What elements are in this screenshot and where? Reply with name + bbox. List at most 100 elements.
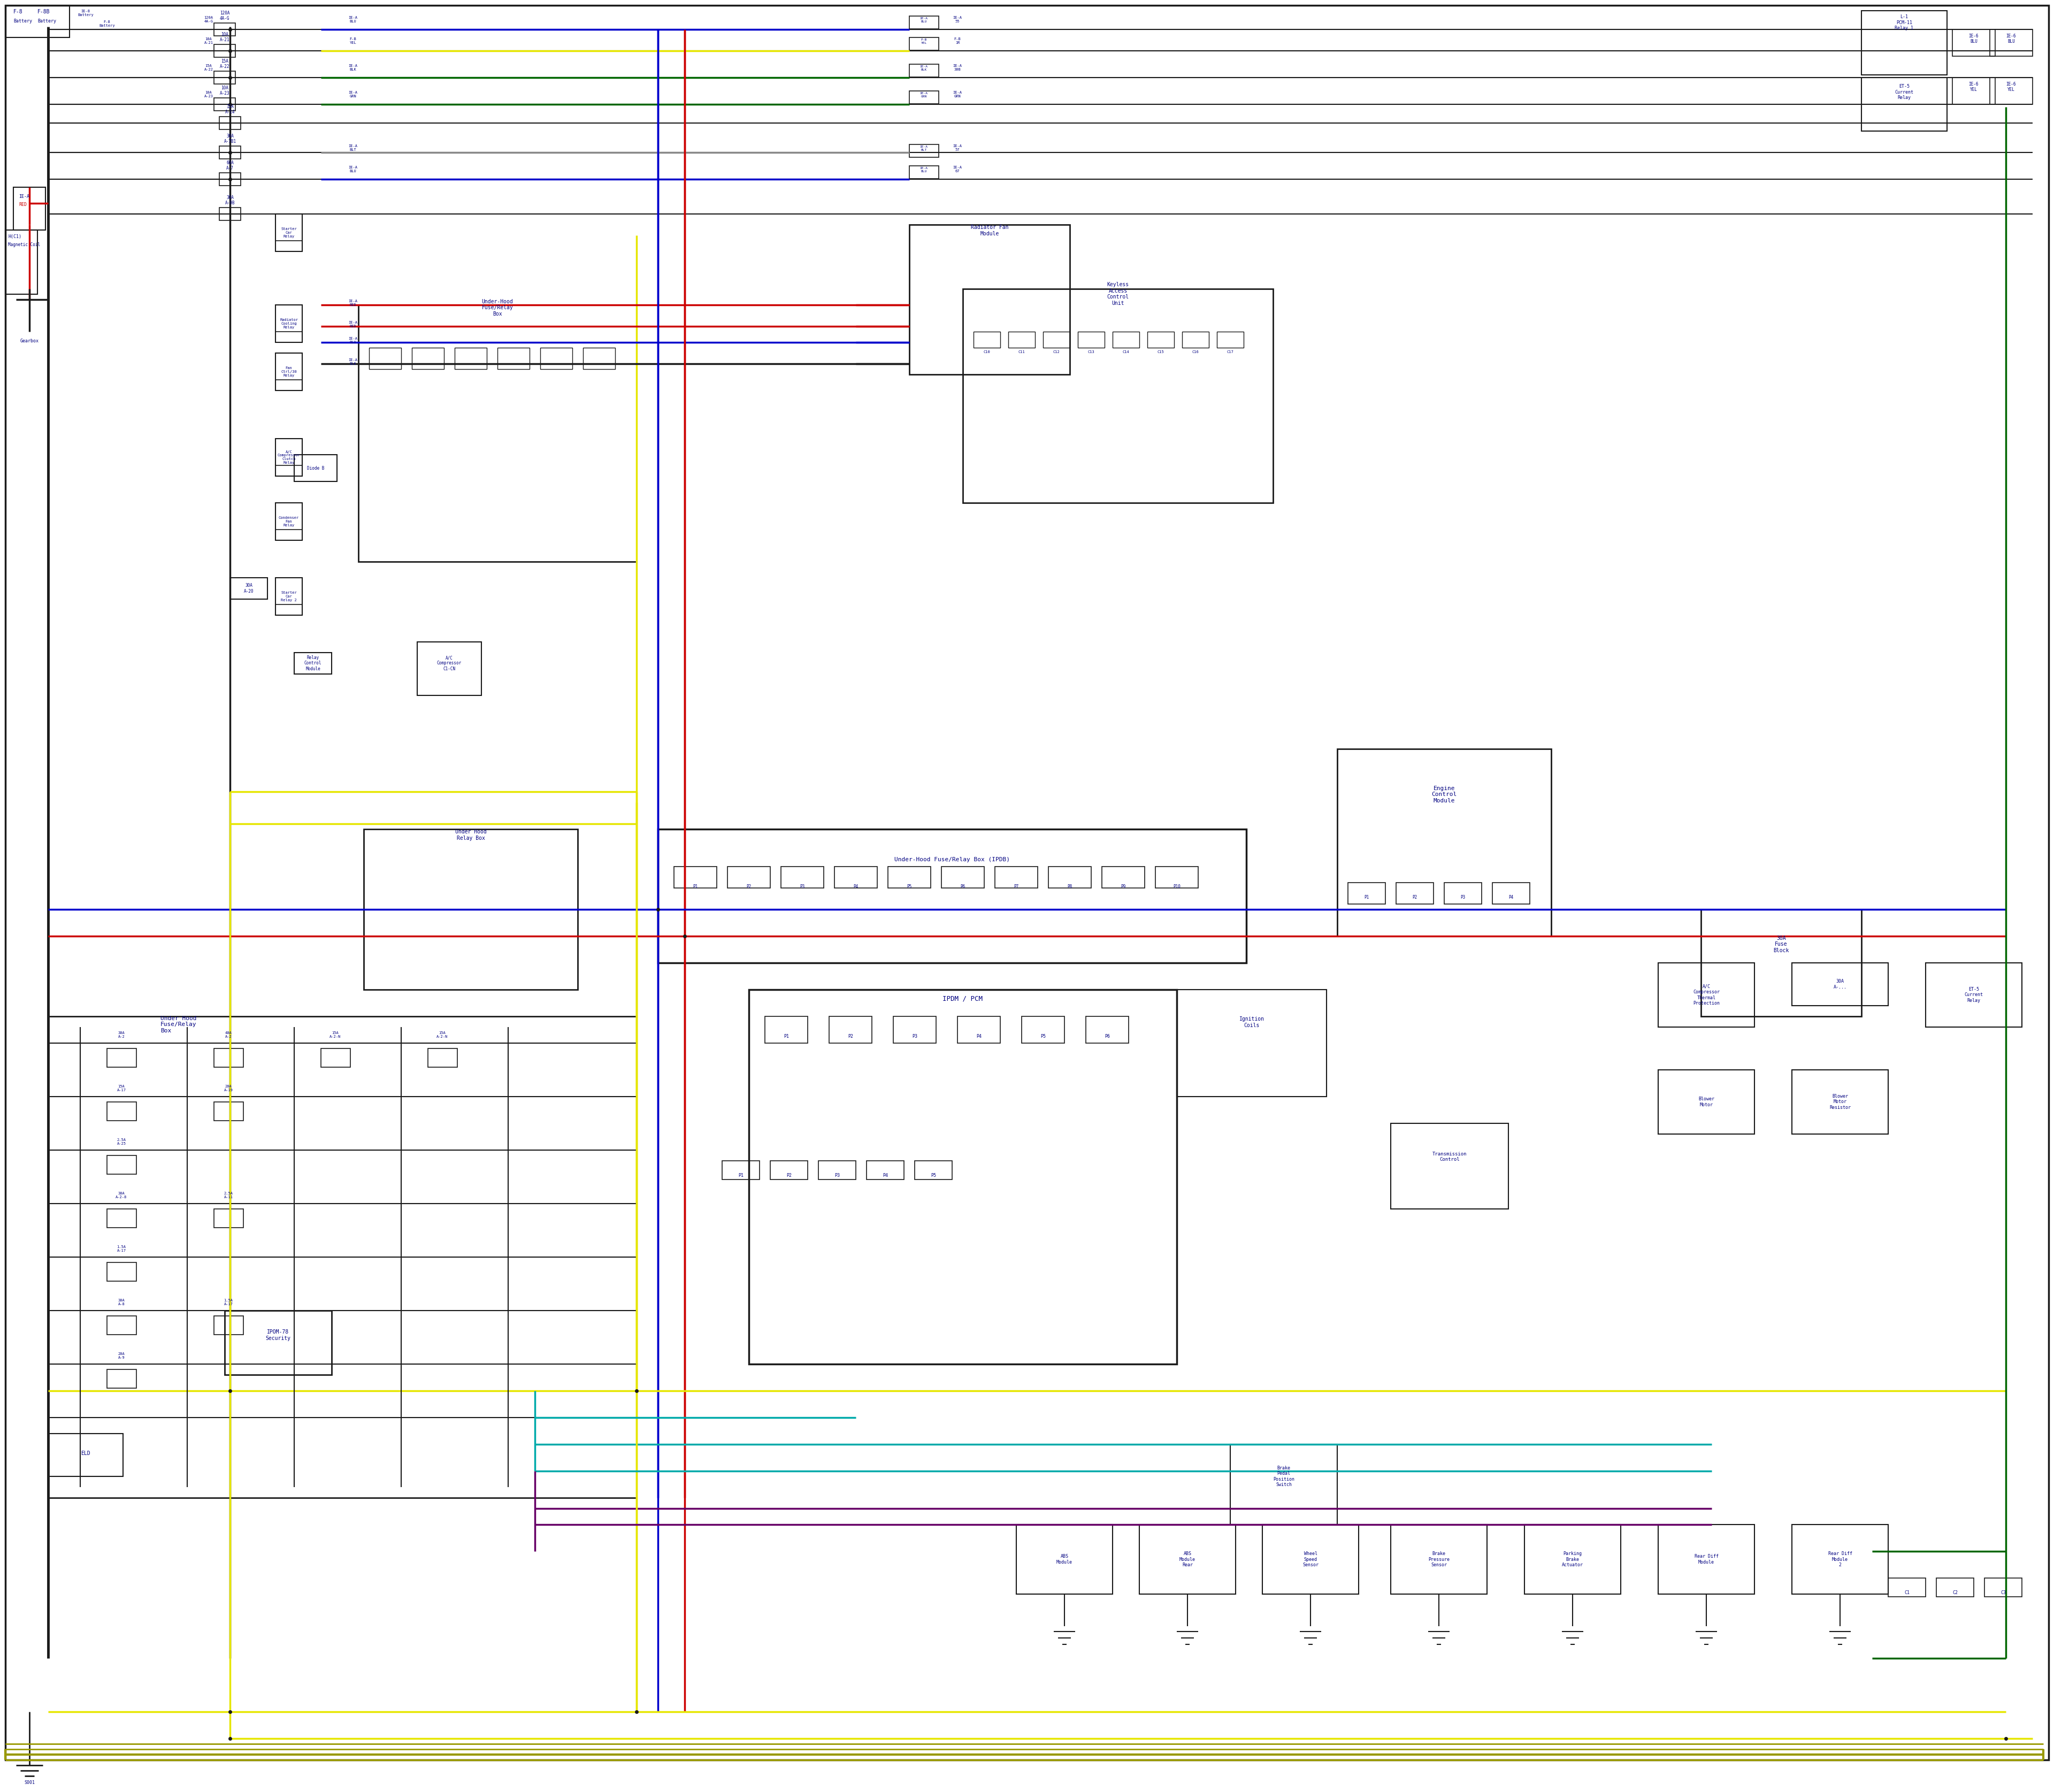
Text: Condenser
Fan
Relay: Condenser Fan Relay — [279, 516, 300, 527]
Text: Battery: Battery — [14, 18, 33, 23]
Text: Radiator
Cooling
Relay: Radiator Cooling Relay — [279, 319, 298, 330]
Text: 15A
A-14: 15A A-14 — [226, 104, 234, 115]
Text: IE-6
BLU: IE-6 BLU — [2007, 34, 2017, 43]
Text: Brake
Pressure
Sensor: Brake Pressure Sensor — [1428, 1552, 1450, 1568]
Bar — [275, 439, 302, 477]
Text: 10A
A-21: 10A A-21 — [220, 32, 230, 43]
Text: P4: P4 — [1508, 894, 1514, 900]
Bar — [14, 186, 45, 229]
Text: Starter
Car
Relay 2: Starter Car Relay 2 — [281, 591, 296, 602]
Bar — [723, 1161, 760, 1179]
Text: 30A
A-7B1: 30A A-7B1 — [224, 134, 236, 143]
Bar — [497, 348, 530, 369]
Text: C17: C17 — [1226, 351, 1234, 353]
Text: P1: P1 — [692, 883, 698, 889]
Text: ET-5
Current
Relay: ET-5 Current Relay — [1964, 987, 1982, 1004]
Bar — [1101, 867, 1144, 889]
Text: P6: P6 — [961, 883, 965, 889]
Text: Under-Hood Fuse/Relay Box (IPDB): Under-Hood Fuse/Relay Box (IPDB) — [893, 857, 1011, 862]
Text: P2: P2 — [1413, 894, 1417, 900]
Text: IE-6
BLU: IE-6 BLU — [1970, 34, 1978, 43]
Bar — [214, 1315, 242, 1335]
Text: IE-A
RED: IE-A RED — [349, 299, 357, 306]
Text: IE-A
RED: IE-A RED — [349, 321, 357, 328]
Bar — [834, 867, 877, 889]
Text: IE-A: IE-A — [18, 194, 29, 199]
Text: Blower
Motor
Resistor: Blower Motor Resistor — [1830, 1093, 1851, 1109]
Text: 10A
A-23: 10A A-23 — [203, 91, 214, 99]
Text: P2: P2 — [787, 1174, 791, 1177]
Text: F-8
Battery: F-8 Battery — [99, 20, 115, 27]
Text: P9: P9 — [1121, 883, 1126, 889]
Bar — [910, 65, 939, 77]
Bar — [294, 652, 331, 674]
Bar — [910, 16, 939, 29]
Text: C10: C10 — [984, 351, 990, 353]
Text: C13: C13 — [1089, 351, 1095, 353]
Text: 30A
A-2: 30A A-2 — [117, 1032, 125, 1038]
Bar — [1658, 962, 1754, 1027]
Bar — [817, 1161, 857, 1179]
Text: Fan
Ctrl/30
Relay: Fan Ctrl/30 Relay — [281, 366, 296, 376]
Text: IE-A
GRN: IE-A GRN — [349, 91, 357, 99]
Text: 60A
A-7: 60A A-7 — [226, 159, 234, 170]
Text: ELD: ELD — [80, 1452, 90, 1457]
Text: IE-A
BLU: IE-A BLU — [349, 16, 357, 23]
Text: P7: P7 — [1015, 883, 1019, 889]
Text: 2.5A
A-25: 2.5A A-25 — [117, 1138, 125, 1145]
Bar — [107, 1102, 136, 1120]
Bar — [770, 1161, 807, 1179]
Text: P3: P3 — [799, 883, 805, 889]
Text: IE-A
BLK: IE-A BLK — [349, 65, 357, 72]
Bar — [427, 1048, 458, 1068]
Bar — [107, 1262, 136, 1281]
Text: 30A
A-2-8: 30A A-2-8 — [115, 1192, 127, 1199]
Text: P1: P1 — [1364, 894, 1370, 900]
Text: P6: P6 — [1105, 1034, 1109, 1039]
Bar — [914, 1161, 953, 1179]
Bar — [214, 45, 236, 57]
Text: Engine
Control
Module: Engine Control Module — [1432, 785, 1456, 803]
Text: IE-A
GRN: IE-A GRN — [953, 91, 961, 99]
Bar — [1148, 332, 1175, 348]
Text: P4: P4 — [883, 1174, 887, 1177]
Text: A/C
Compressor
C1-CN: A/C Compressor C1-CN — [438, 656, 462, 672]
Text: 10A
A-21: 10A A-21 — [203, 38, 214, 45]
Text: P5: P5 — [930, 1174, 937, 1177]
Bar — [1009, 332, 1035, 348]
Bar — [220, 145, 240, 159]
Text: F-B
YEL: F-B YEL — [349, 38, 357, 45]
Bar — [994, 867, 1037, 889]
Text: Magnetic Coil: Magnetic Coil — [8, 242, 41, 247]
Text: C2: C2 — [1953, 1590, 1957, 1595]
Text: 30A
Fuse
Block: 30A Fuse Block — [1773, 935, 1789, 953]
Bar — [220, 208, 240, 220]
Text: ABS
Module: ABS Module — [1056, 1554, 1072, 1564]
Bar — [540, 348, 573, 369]
Bar — [657, 830, 1247, 962]
Bar — [957, 1016, 1000, 1043]
Text: P3: P3 — [1460, 894, 1465, 900]
Text: 30A
A-20: 30A A-20 — [244, 582, 255, 593]
Bar — [781, 867, 824, 889]
Text: A/C
Compressor
Clutch
Relay: A/C Compressor Clutch Relay — [277, 450, 300, 464]
Text: 40A
A-2: 40A A-2 — [226, 1032, 232, 1038]
Text: IE-A
BLU: IE-A BLU — [920, 18, 928, 23]
Bar — [320, 1048, 351, 1068]
Bar — [1337, 749, 1551, 935]
Text: C11: C11 — [1019, 351, 1025, 353]
Bar — [1791, 1070, 1888, 1134]
Bar — [214, 99, 236, 111]
Bar — [910, 167, 939, 179]
Bar — [275, 305, 302, 342]
Text: 20A
A-9: 20A A-9 — [117, 1353, 125, 1360]
Bar — [230, 577, 267, 599]
Bar — [1953, 77, 1994, 104]
Bar — [454, 348, 487, 369]
Bar — [1087, 1016, 1128, 1043]
Bar — [275, 577, 302, 615]
Text: C1: C1 — [1904, 1590, 1910, 1595]
Text: P4: P4 — [976, 1034, 982, 1039]
Bar — [1791, 1525, 1888, 1595]
Bar — [417, 642, 481, 695]
